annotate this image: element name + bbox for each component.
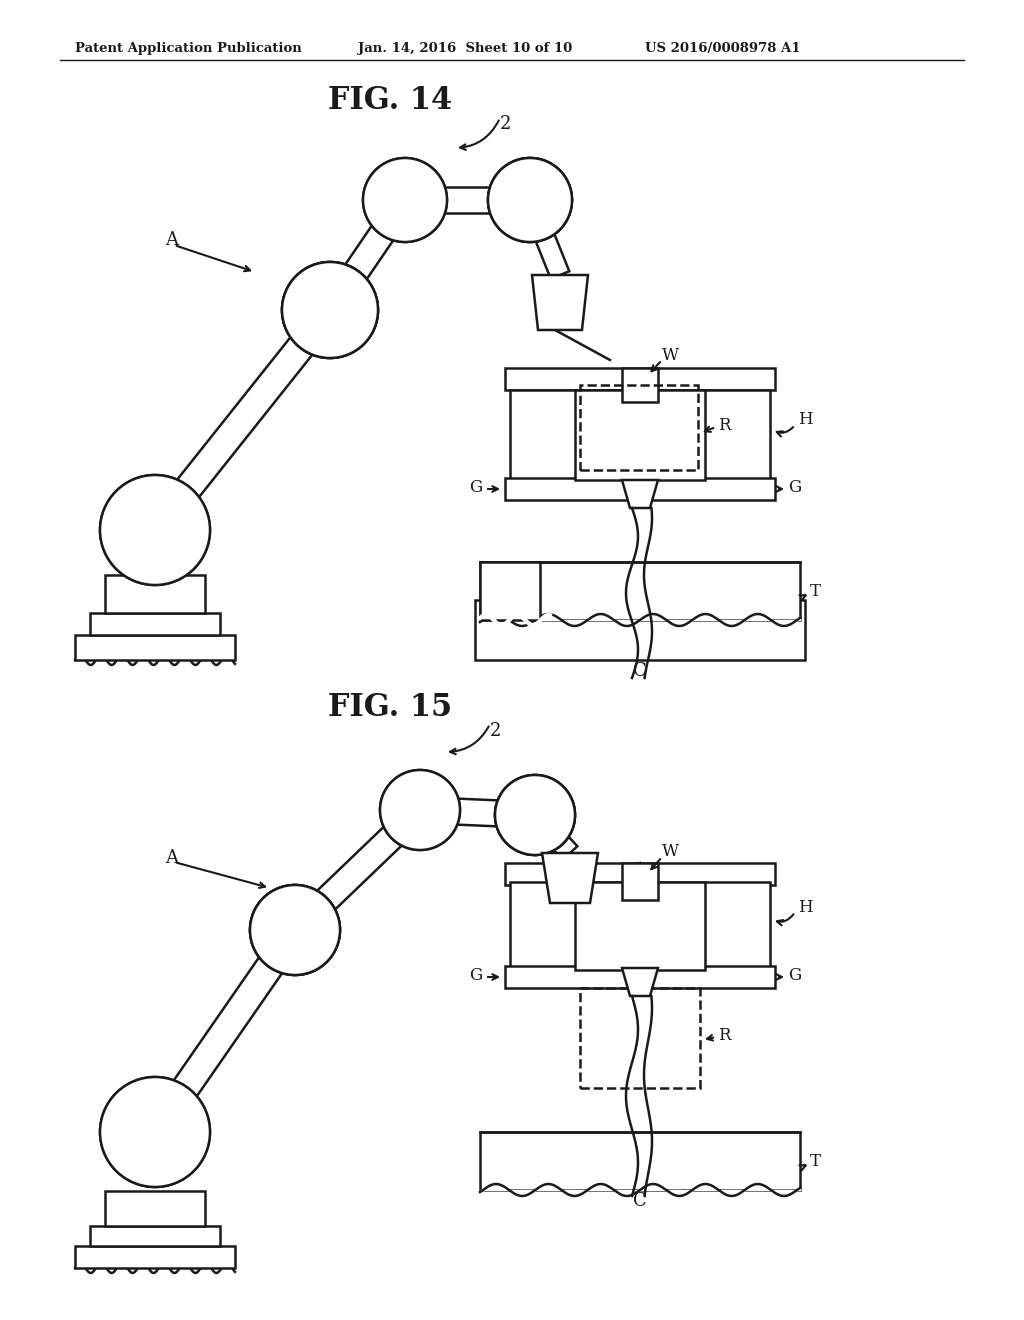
Text: G: G [469, 968, 482, 985]
Polygon shape [542, 853, 598, 903]
Circle shape [488, 158, 572, 242]
Circle shape [100, 475, 210, 585]
Polygon shape [144, 301, 341, 539]
Bar [480, 562, 540, 620]
Text: C: C [633, 1192, 647, 1210]
Bar [505, 863, 775, 884]
Circle shape [282, 261, 378, 358]
Text: 2: 2 [500, 115, 511, 133]
Bar [622, 863, 658, 900]
Text: C: C [633, 663, 647, 680]
Bar [580, 987, 700, 1088]
Text: G: G [788, 968, 801, 985]
Bar [575, 882, 705, 970]
Circle shape [282, 261, 378, 358]
Bar [505, 368, 775, 389]
Bar [75, 1246, 234, 1269]
Text: W: W [662, 843, 679, 861]
Bar [75, 635, 234, 660]
Bar [480, 1133, 800, 1191]
Circle shape [250, 884, 340, 975]
Text: A: A [165, 849, 178, 867]
Polygon shape [406, 187, 530, 213]
Circle shape [362, 158, 447, 242]
Bar [505, 966, 775, 987]
Bar [480, 562, 800, 620]
Bar [105, 1191, 205, 1226]
Circle shape [495, 775, 575, 855]
Polygon shape [532, 275, 588, 330]
Bar [105, 576, 205, 612]
Text: T: T [810, 1154, 821, 1171]
Polygon shape [521, 197, 569, 279]
Circle shape [100, 475, 210, 585]
Circle shape [250, 884, 340, 975]
Bar [622, 368, 658, 403]
Text: A: A [165, 231, 178, 249]
Polygon shape [319, 193, 416, 317]
Text: 2: 2 [490, 722, 502, 741]
Circle shape [488, 158, 572, 242]
Polygon shape [286, 801, 429, 940]
Circle shape [282, 261, 378, 358]
Polygon shape [420, 797, 536, 828]
Text: W: W [662, 346, 679, 363]
Text: Jan. 14, 2016  Sheet 10 of 10: Jan. 14, 2016 Sheet 10 of 10 [358, 42, 572, 55]
Polygon shape [143, 923, 306, 1140]
Text: H: H [798, 412, 813, 429]
Circle shape [100, 1077, 210, 1187]
Bar [475, 601, 805, 660]
Bar [505, 478, 775, 500]
Bar [510, 882, 770, 970]
Bar [90, 1226, 220, 1246]
Bar [575, 389, 705, 480]
Text: FIG. 15: FIG. 15 [328, 692, 452, 723]
Polygon shape [622, 968, 658, 997]
Bar [580, 385, 698, 470]
Bar [90, 612, 220, 635]
Circle shape [380, 770, 460, 850]
Text: T: T [810, 583, 821, 601]
Circle shape [380, 770, 460, 850]
Text: R: R [718, 1027, 730, 1044]
Polygon shape [527, 808, 578, 859]
Text: R: R [718, 417, 730, 433]
Circle shape [495, 775, 575, 855]
Polygon shape [622, 480, 658, 508]
Text: H: H [798, 899, 813, 916]
Text: G: G [788, 479, 801, 496]
Circle shape [495, 775, 575, 855]
Text: FIG. 14: FIG. 14 [328, 84, 453, 116]
Circle shape [488, 158, 572, 242]
Circle shape [100, 1077, 210, 1187]
Circle shape [250, 884, 340, 975]
Bar [510, 389, 770, 480]
Text: US 2016/0008978 A1: US 2016/0008978 A1 [645, 42, 801, 55]
Text: Patent Application Publication: Patent Application Publication [75, 42, 302, 55]
Circle shape [362, 158, 447, 242]
Text: G: G [469, 479, 482, 496]
